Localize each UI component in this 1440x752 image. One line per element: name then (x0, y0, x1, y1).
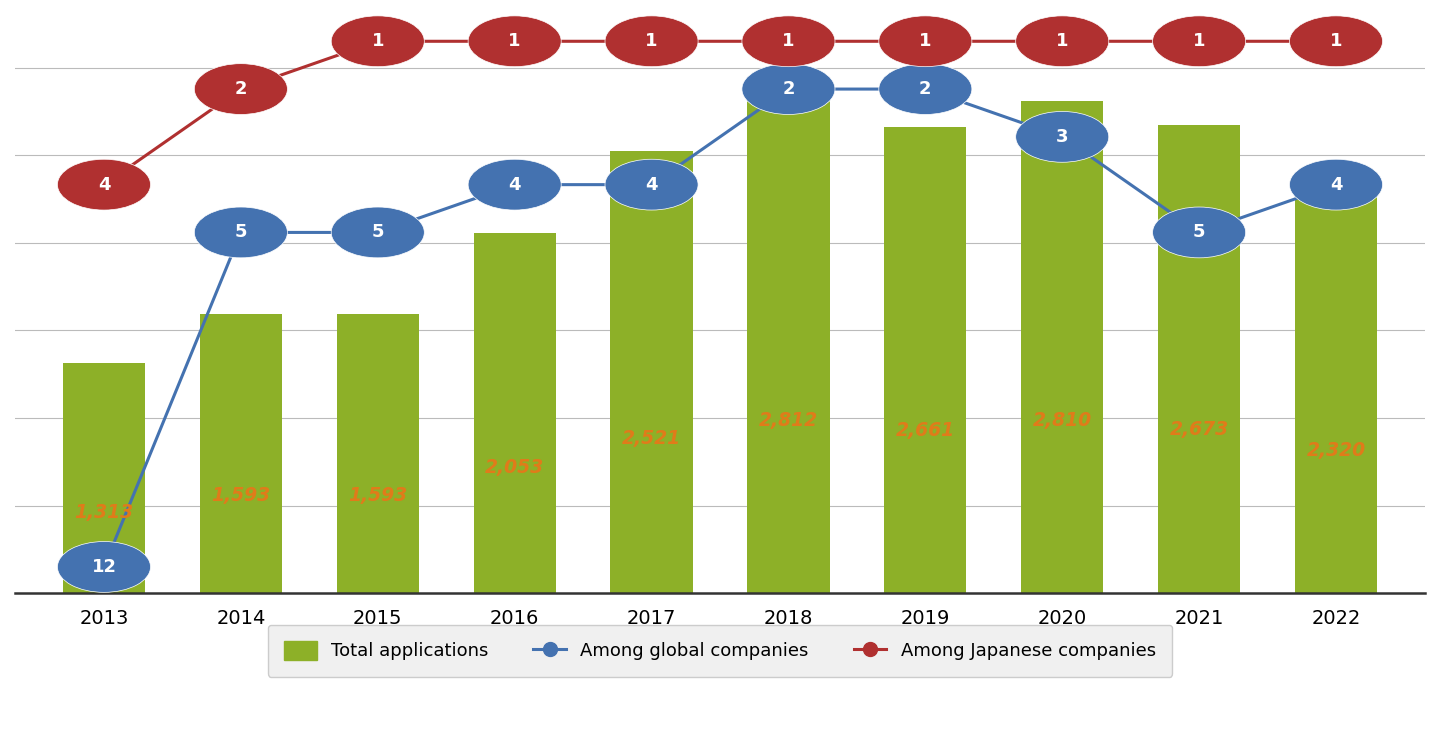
Text: 1: 1 (508, 32, 521, 50)
Text: 2,810: 2,810 (1032, 411, 1092, 430)
Text: 12: 12 (92, 558, 117, 576)
Text: 4: 4 (98, 176, 111, 194)
Bar (611, 151, 693, 593)
Text: 2,053: 2,053 (485, 458, 544, 477)
Text: 1: 1 (372, 32, 384, 50)
Text: 1: 1 (1056, 32, 1068, 50)
Ellipse shape (1015, 16, 1109, 67)
Text: 3: 3 (1056, 128, 1068, 146)
Text: 2: 2 (782, 80, 795, 98)
Ellipse shape (742, 64, 835, 114)
Ellipse shape (194, 207, 288, 258)
Text: 2,320: 2,320 (1306, 441, 1365, 460)
Bar (337, 314, 419, 593)
Text: 2,661: 2,661 (896, 420, 955, 439)
Text: 5: 5 (235, 223, 248, 241)
Text: 2: 2 (919, 80, 932, 98)
Text: 1: 1 (1192, 32, 1205, 50)
Ellipse shape (1152, 207, 1246, 258)
Text: 1: 1 (919, 32, 932, 50)
Ellipse shape (58, 541, 151, 593)
Ellipse shape (58, 159, 151, 210)
Ellipse shape (331, 207, 425, 258)
Ellipse shape (331, 16, 425, 67)
Bar (747, 101, 829, 593)
Text: 1: 1 (782, 32, 795, 50)
Text: 1: 1 (645, 32, 658, 50)
Ellipse shape (1289, 16, 1382, 67)
Bar (1021, 101, 1103, 593)
Text: 1,313: 1,313 (75, 503, 134, 522)
Ellipse shape (194, 64, 288, 114)
Ellipse shape (468, 16, 562, 67)
Bar (884, 127, 966, 593)
Text: 4: 4 (1329, 176, 1342, 194)
Ellipse shape (878, 64, 972, 114)
Ellipse shape (605, 159, 698, 210)
Ellipse shape (1015, 111, 1109, 162)
Text: 2,812: 2,812 (759, 411, 818, 430)
Text: 1: 1 (1329, 32, 1342, 50)
Bar (1295, 186, 1377, 593)
Text: 1,593: 1,593 (212, 486, 271, 505)
Text: 1,593: 1,593 (348, 486, 408, 505)
Bar (474, 234, 556, 593)
Ellipse shape (1289, 159, 1382, 210)
Text: 4: 4 (645, 176, 658, 194)
Ellipse shape (742, 16, 835, 67)
Text: 4: 4 (508, 176, 521, 194)
Bar (63, 363, 145, 593)
Bar (1158, 125, 1240, 593)
Ellipse shape (1152, 16, 1246, 67)
Text: 5: 5 (1192, 223, 1205, 241)
Ellipse shape (468, 159, 562, 210)
Ellipse shape (605, 16, 698, 67)
Text: 2,673: 2,673 (1169, 420, 1228, 439)
Legend: Total applications, Among global companies, Among Japanese companies: Total applications, Among global compani… (268, 625, 1172, 677)
Text: 2: 2 (235, 80, 248, 98)
Text: 2,521: 2,521 (622, 429, 681, 448)
Ellipse shape (878, 16, 972, 67)
Text: 5: 5 (372, 223, 384, 241)
Bar (200, 314, 282, 593)
